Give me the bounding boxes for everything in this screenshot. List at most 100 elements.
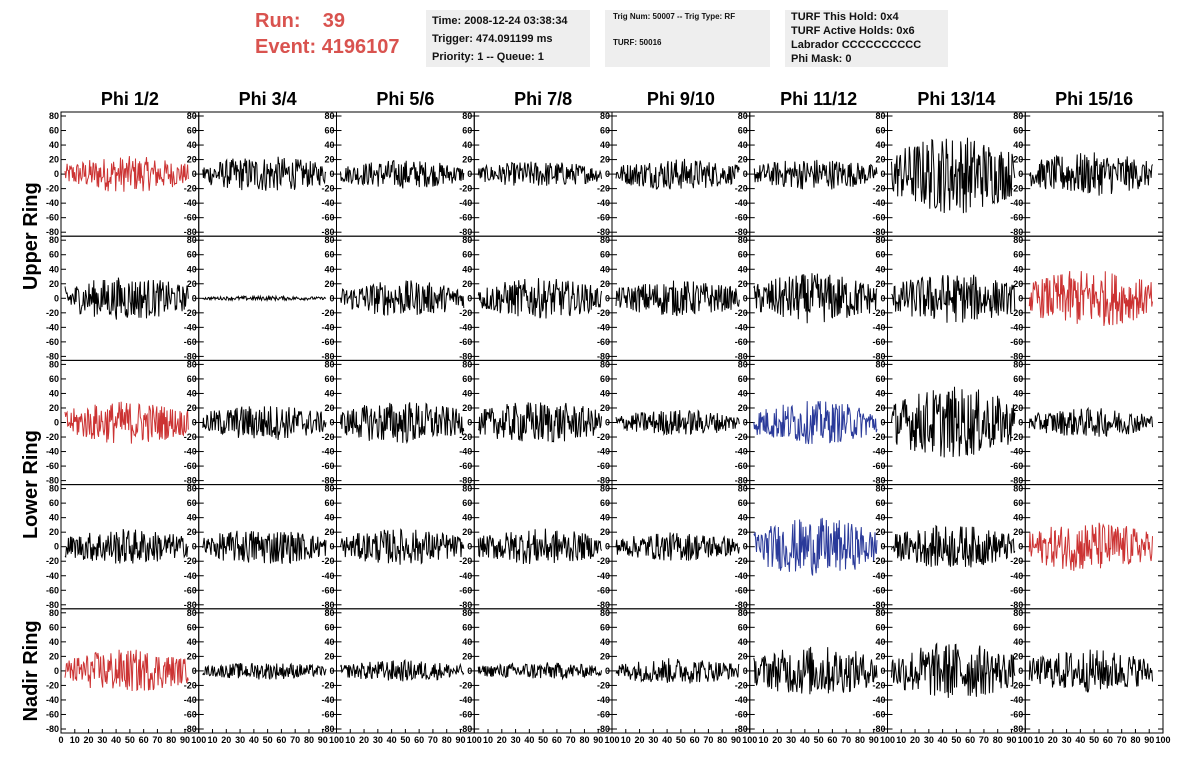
y-tick-label: 20 xyxy=(875,403,885,413)
y-tick-label: 60 xyxy=(600,498,610,508)
y-tick-label: 80 xyxy=(187,484,197,494)
y-tick-label: 20 xyxy=(462,651,472,661)
y-tick-label: 0 xyxy=(329,169,334,179)
x-tick-label: 60 xyxy=(414,735,424,745)
waveform-trace xyxy=(1029,152,1153,196)
y-tick-label: 80 xyxy=(738,359,748,369)
y-tick-label: -60 xyxy=(1010,709,1023,719)
y-tick-label: 0 xyxy=(1018,293,1023,303)
y-tick-label: 20 xyxy=(324,651,334,661)
y-tick-label: 60 xyxy=(600,374,610,384)
y-tick-label: -80 xyxy=(1010,476,1023,486)
y-tick-label: 40 xyxy=(324,388,334,398)
x-tick-label: 50 xyxy=(814,735,824,745)
y-tick-label: -60 xyxy=(46,337,59,347)
y-tick-label: -80 xyxy=(735,351,748,361)
y-tick-label: 60 xyxy=(738,622,748,632)
y-tick-label: 40 xyxy=(875,513,885,523)
y-tick-label: -20 xyxy=(184,680,197,690)
y-tick-label: -80 xyxy=(459,227,472,237)
y-tick-label: 80 xyxy=(600,235,610,245)
x-tick-label: 50 xyxy=(951,735,961,745)
y-tick-label: 80 xyxy=(462,111,472,121)
y-tick-label: 40 xyxy=(462,264,472,274)
waveform-trace xyxy=(477,662,602,681)
ring-label: Upper Ring xyxy=(20,182,42,290)
y-tick-label: 0 xyxy=(605,293,610,303)
y-tick-label: 40 xyxy=(49,140,59,150)
y-tick-label: 0 xyxy=(743,542,748,552)
y-tick-label: 80 xyxy=(875,484,885,494)
waveform-trace xyxy=(202,662,327,680)
y-tick-label: 60 xyxy=(1013,126,1023,136)
x-tick-label: 20 xyxy=(359,735,369,745)
y-tick-label: -20 xyxy=(46,308,59,318)
y-tick-label: 60 xyxy=(49,126,59,136)
y-tick-label: -20 xyxy=(872,184,885,194)
y-tick-label: -20 xyxy=(46,680,59,690)
y-tick-label: -60 xyxy=(597,709,610,719)
y-tick-label: 0 xyxy=(743,169,748,179)
y-tick-label: 40 xyxy=(49,637,59,647)
x-tick-label: 40 xyxy=(662,735,672,745)
y-tick-label: 60 xyxy=(738,250,748,260)
waveform-trace xyxy=(891,642,1016,698)
y-tick-label: -40 xyxy=(46,447,59,457)
y-tick-label: -60 xyxy=(46,585,59,595)
x-tick-label: 80 xyxy=(166,735,176,745)
trigger-info-panel: Trig Num: 50007 -- Trig Type: RF TURF: 5… xyxy=(605,10,770,67)
y-tick-label: -60 xyxy=(735,461,748,471)
y-tick-label: 20 xyxy=(875,651,885,661)
y-tick-label: 40 xyxy=(875,637,885,647)
y-tick-label: -40 xyxy=(735,447,748,457)
x-tick-label: 60 xyxy=(139,735,149,745)
y-tick-label: 40 xyxy=(875,140,885,150)
y-tick-label: -80 xyxy=(735,476,748,486)
y-tick-label: -60 xyxy=(459,585,472,595)
y-tick-label: -60 xyxy=(46,461,59,471)
y-tick-label: -80 xyxy=(321,476,334,486)
y-tick-label: -60 xyxy=(184,337,197,347)
y-tick-label: 40 xyxy=(738,637,748,647)
y-tick-label: 60 xyxy=(324,622,334,632)
y-tick-label: 60 xyxy=(462,498,472,508)
y-tick-label: -60 xyxy=(459,213,472,223)
x-tick-label: 60 xyxy=(1103,735,1113,745)
x-tick-label: 40 xyxy=(800,735,810,745)
y-tick-label: 20 xyxy=(1013,155,1023,165)
y-tick-label: 20 xyxy=(1013,403,1023,413)
y-tick-label: -20 xyxy=(735,556,748,566)
y-tick-label: -40 xyxy=(459,198,472,208)
waveform-trace xyxy=(477,402,602,443)
y-tick-label: -60 xyxy=(184,213,197,223)
x-tick-label: 50 xyxy=(125,735,135,745)
y-tick-label: 20 xyxy=(600,651,610,661)
y-tick-label: 80 xyxy=(462,235,472,245)
y-tick-label: 80 xyxy=(1013,111,1023,121)
y-tick-label: 40 xyxy=(1013,140,1023,150)
x-tick-label: 90 xyxy=(593,735,603,745)
y-tick-label: -40 xyxy=(597,322,610,332)
x-tick-label: 90 xyxy=(869,735,879,745)
x-tick-label: 100 xyxy=(604,735,619,745)
y-tick-label: -80 xyxy=(459,724,472,734)
y-tick-label: 20 xyxy=(324,155,334,165)
x-tick-label: 40 xyxy=(524,735,534,745)
y-tick-label: -60 xyxy=(46,709,59,719)
y-tick-label: -80 xyxy=(46,227,59,237)
x-tick-label: 20 xyxy=(84,735,94,745)
y-tick-label: -40 xyxy=(46,198,59,208)
y-tick-label: -20 xyxy=(597,308,610,318)
y-tick-label: -60 xyxy=(872,709,885,719)
y-tick-label: -40 xyxy=(872,198,885,208)
y-tick-label: 80 xyxy=(187,235,197,245)
y-tick-label: -40 xyxy=(459,322,472,332)
y-tick-label: -40 xyxy=(597,447,610,457)
y-tick-label: 60 xyxy=(49,622,59,632)
y-tick-label: 80 xyxy=(600,608,610,618)
x-tick-label: 80 xyxy=(579,735,589,745)
y-tick-label: 20 xyxy=(462,279,472,289)
y-tick-label: -40 xyxy=(321,571,334,581)
y-tick-label: 60 xyxy=(1013,622,1023,632)
x-tick-label: 40 xyxy=(111,735,121,745)
